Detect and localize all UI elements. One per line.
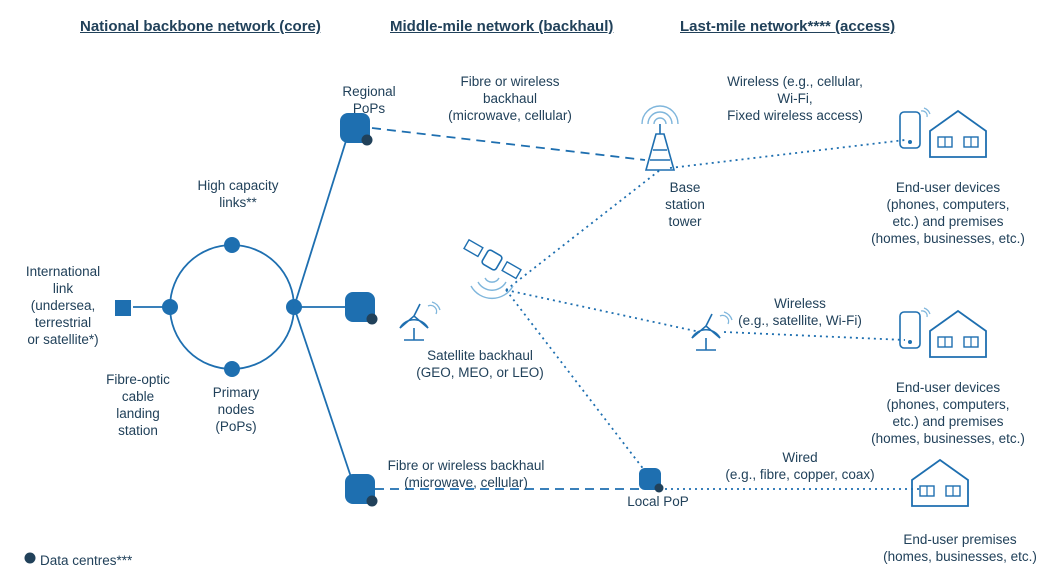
- label-local_pop: Local PoP: [608, 494, 708, 511]
- dish-ground-icon: [400, 302, 440, 340]
- label-wired: Wired (e.g., fibre, copper, coax): [690, 450, 910, 484]
- diagram-stage: National backbone network (core) Middle-m…: [0, 0, 1056, 576]
- label-wireless_top: Wireless (e.g., cellular, Wi-Fi, Fixed w…: [685, 74, 905, 125]
- label-end_mid: End-user devices (phones, computers, etc…: [838, 380, 1056, 448]
- header-backhaul: Middle-mile network (backhaul): [390, 18, 613, 35]
- label-intl_link: International link (undersea, terrestria…: [8, 264, 118, 348]
- label-end_bot: End-user premises (homes, businesses, et…: [850, 532, 1056, 566]
- satellite-icon: [464, 240, 521, 299]
- label-wireless_mid: Wireless (e.g., satellite, Wi-Fi): [700, 296, 900, 330]
- label-regional_pops: Regional PoPs: [324, 84, 414, 118]
- label-sat_backhaul: Satellite backhaul (GEO, MEO, or LEO): [380, 348, 580, 382]
- house-icon-2: [930, 311, 986, 357]
- header-access: Last-mile network**** (access): [680, 18, 895, 35]
- house-icon-1: [930, 111, 986, 157]
- label-landing: Fibre-optic cable landing station: [88, 372, 188, 440]
- label-base_tower: Base station tower: [640, 180, 730, 231]
- header-core: National backbone network (core): [80, 18, 321, 35]
- phone-icon-2: [900, 308, 930, 348]
- label-end_top: End-user devices (phones, computers, etc…: [838, 180, 1056, 248]
- label-primary_nodes: Primary nodes (PoPs): [186, 385, 286, 436]
- tower-icon: [642, 106, 678, 170]
- label-high_cap: High capacity links**: [178, 178, 298, 212]
- label-backhaul_bot: Fibre or wireless backhaul (microwave, c…: [346, 458, 586, 492]
- house-icon-3: [912, 460, 968, 506]
- label-backhaul_top: Fibre or wireless backhaul (microwave, c…: [410, 74, 610, 125]
- label-data_centres: Data centres***: [40, 553, 220, 570]
